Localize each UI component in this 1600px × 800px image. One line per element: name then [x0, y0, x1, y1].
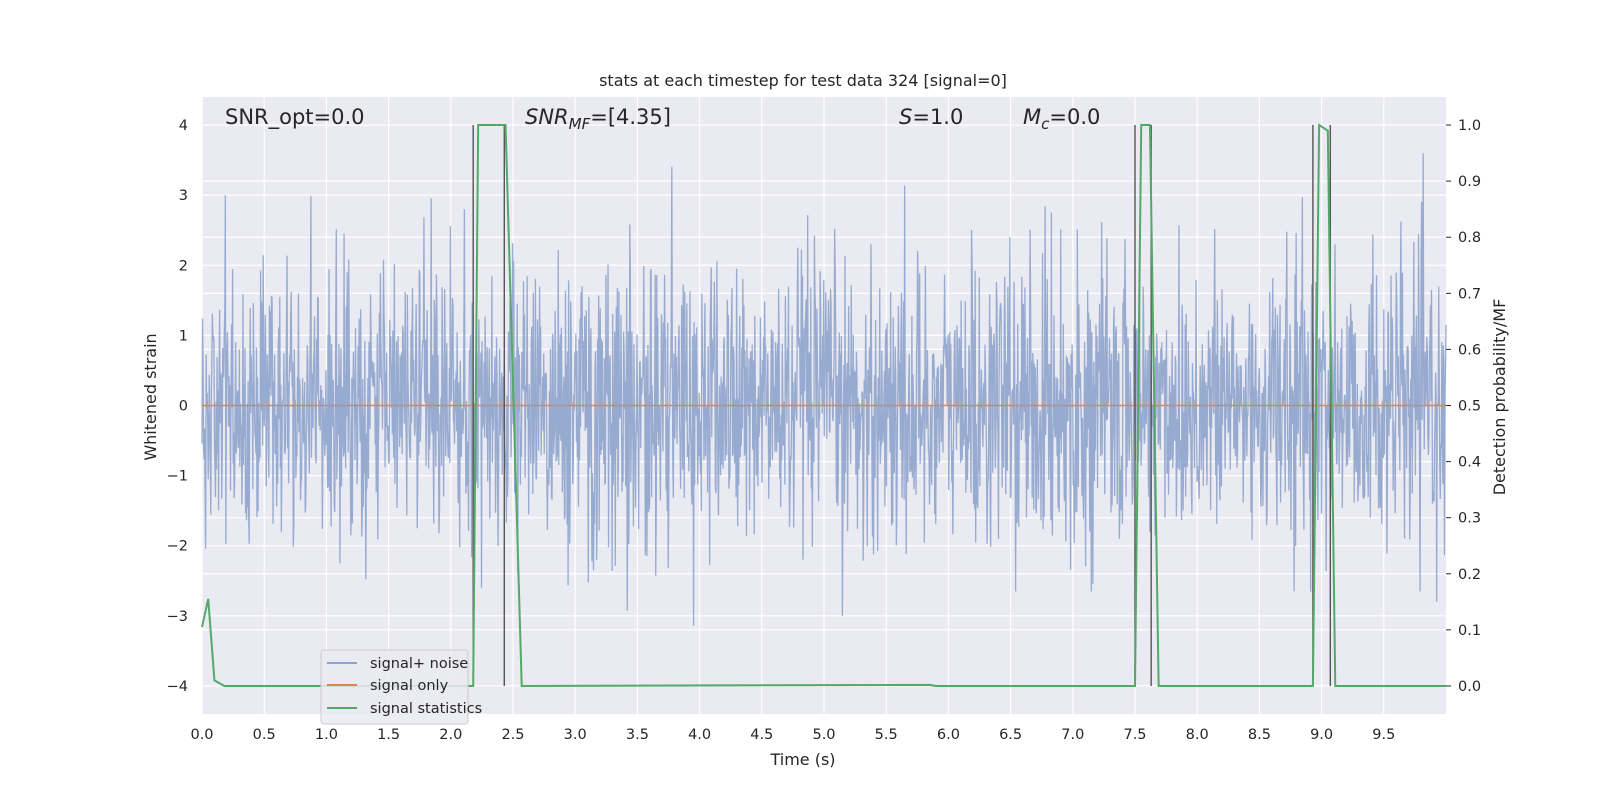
x-tick-label: 2.5 — [501, 727, 524, 743]
legend-label-signal-only: signal only — [370, 678, 449, 694]
annotation-mc: Mc=0.0 — [1023, 105, 1100, 133]
x-tick-label: 7.0 — [1061, 727, 1084, 743]
y-tick-label: 2 — [179, 258, 188, 274]
x-tick-label: 0.0 — [190, 727, 213, 743]
y-axis-title: Whitened strain — [141, 333, 160, 460]
y-tick-label: 0 — [179, 399, 188, 415]
y-right-tick-label: 0.9 — [1458, 174, 1481, 190]
series-signal-statistics — [201, 123, 1446, 687]
y-right-tick-label: 0.0 — [1458, 679, 1481, 695]
x-tick-label: 5.5 — [875, 727, 898, 743]
x-tick-label: 9.5 — [1372, 727, 1395, 743]
x-tick-label: 2.0 — [439, 727, 462, 743]
y-tick-label: 1 — [179, 328, 188, 344]
y-right-tick-label: 0.3 — [1458, 511, 1481, 527]
x-tick-label: 3.5 — [626, 727, 649, 743]
legend-box — [320, 649, 469, 725]
x-axis-title: Time (s) — [769, 750, 835, 769]
x-tick-label: 0.5 — [253, 727, 276, 743]
legend-label-signal-statistics: signal statistics — [370, 701, 482, 717]
x-tick-label: 1.0 — [315, 727, 338, 743]
x-tick-label: 8.0 — [1186, 727, 1209, 743]
x-axis: 0.0 0.5 1.0 1.5 2.0 2.5 3.0 3.5 4.0 4.5 5.0 5.5 6.0 6… — [190, 727, 1395, 743]
legend-label-signal-noise: signal+ noise — [370, 656, 468, 672]
y-right-tick-label: 0.1 — [1458, 623, 1481, 639]
y-right-tick-label: 0.7 — [1458, 286, 1481, 302]
y-tick-label: 4 — [179, 118, 188, 134]
x-tick-label: 4.5 — [750, 727, 773, 743]
y-tick-label: −1 — [167, 469, 188, 485]
noise-line — [201, 153, 1447, 626]
y-tick-label: −4 — [167, 679, 188, 695]
y-tick-label: 3 — [179, 188, 188, 204]
annotation-snr-mf: SNRMF=[4.35] — [525, 105, 671, 133]
y-right-tick-label: 0.4 — [1458, 455, 1481, 471]
y-right-tick-label: 0.2 — [1458, 567, 1481, 583]
x-tick-label: 5.0 — [812, 727, 835, 743]
chart-title: stats at each timestep for test data 324… — [599, 71, 1007, 90]
x-tick-label: 9.0 — [1310, 727, 1333, 743]
series-signal-noise — [201, 153, 1447, 626]
legend: signal+ noise signal only signal statist… — [320, 649, 482, 725]
y-axis-right: 0.0 0.1 0.2 0.3 0.4 0.5 0.6 0.7 0.8 0.9 1.0 — [1446, 118, 1481, 695]
x-tick-label: 3.0 — [564, 727, 587, 743]
annotation-snr-opt: SNR_opt=0.0 — [225, 105, 365, 130]
y-right-tick-label: 0.8 — [1458, 230, 1481, 246]
y-axis-left: −4 −3 −2 −1 0 1 2 3 4 — [167, 118, 188, 695]
x-tick-label: 6.5 — [999, 727, 1022, 743]
x-tick-label: 6.0 — [937, 727, 960, 743]
statistics-line — [201, 123, 1446, 687]
x-tick-label: 7.5 — [1123, 727, 1146, 743]
y-tick-label: −2 — [167, 539, 188, 555]
annotation-s: S=1.0 — [899, 105, 963, 129]
y-right-tick-label: 0.5 — [1458, 399, 1481, 415]
y-right-tick-label: 1.0 — [1458, 118, 1481, 134]
x-tick-label: 4.0 — [688, 727, 711, 743]
y-tick-label: −3 — [167, 609, 188, 625]
y-right-tick-label: 0.6 — [1458, 342, 1481, 358]
y-axis-right-title: Detection probability/MF — [1490, 299, 1509, 496]
x-tick-label: 8.5 — [1248, 727, 1271, 743]
x-tick-label: 1.5 — [377, 727, 400, 743]
